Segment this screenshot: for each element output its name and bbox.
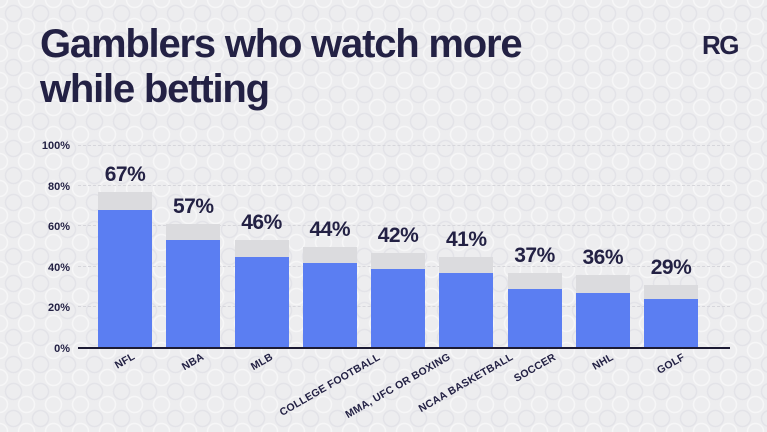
bar-fill [575,292,630,347]
y-tick-label: 100% [41,140,70,152]
bar-column: 44% COLLEGE FOOTBALL [277,146,382,419]
bar-value-label: 29% [650,255,692,279]
y-tick-label: 20% [47,302,70,315]
bar-column: 46% MLB [234,146,289,373]
gridline-60 [78,225,730,227]
bar-fill [166,240,221,347]
gridline-80 [78,185,730,187]
bar-column: 37% SOCCER [507,146,562,384]
x-axis-label: MLB [248,350,275,373]
bar-value-label: 57% [172,195,214,219]
x-axis-label: SOCCER [511,350,558,385]
page-title-line1: Gamblers who watch more [40,22,523,66]
bar-value-label: 37% [514,243,555,267]
bar-column: 57% NBA [166,146,221,373]
x-axis-label: NHL [590,350,616,373]
y-tick-label: 80% [47,180,70,193]
gridline-100 [78,145,730,146]
y-tick-label: 40% [47,261,70,274]
bars-container: 67% NFL 57% NBA 46% MLB 44% COLLEGE FOOTBALL 42%… [78,146,730,421]
bar-fill [507,288,562,347]
y-tick-label: 0% [54,343,70,355]
rg-logo: RG [702,30,740,60]
page-title-line2: while betting [40,67,270,111]
bar-column: 67% NFL [98,146,152,372]
bar-fill [234,256,289,347]
plot-area: 67% NFL 57% NBA 46% MLB 44% COLLEGE FOOTBALL 42%… [78,145,730,421]
bar-fill [302,262,357,347]
bar-column: 41% NCAA BASKETBALL [417,146,516,415]
bar-value-label: 67% [104,163,146,187]
y-axis-labels: 100% 80% 60% 40% 20% 0% [0,140,70,355]
bar-fill [644,298,698,347]
x-axis-label: NFL [112,350,138,372]
bar-column: 36% NHL [575,146,630,372]
bar-value-label: 46% [241,211,282,235]
page-title: Gamblers who watch more while betting [40,22,523,112]
bar-value-label: 42% [377,223,419,247]
bar-column: 42% MMA, UFC OR BOXING [343,146,452,421]
bar-value-label: 41% [445,227,487,251]
x-axis-label: GOLF [655,350,687,377]
y-tick-label: 60% [47,221,70,234]
bar-fill [98,210,152,347]
bar-fill [371,268,425,347]
x-axis-label: NBA [180,350,207,373]
bar-column: 29% GOLF [644,146,698,376]
bar-fill [439,272,494,347]
bar-value-label: 44% [309,217,351,241]
bar-value-label: 36% [582,245,624,269]
